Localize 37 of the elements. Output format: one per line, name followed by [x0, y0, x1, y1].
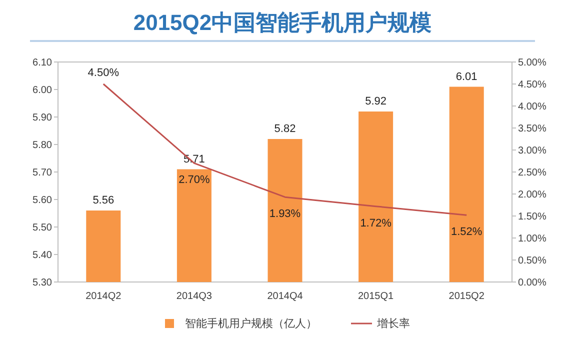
y2-tick-label: 1.50%	[518, 212, 546, 222]
data-label: 6.01	[456, 70, 478, 83]
data-label: 4.50%	[88, 67, 120, 79]
y2-tick-label: 5.00%	[518, 58, 546, 68]
legend-label: 智能手机用户规模（亿人）	[185, 317, 317, 330]
y-tick-label: 6.00	[32, 85, 52, 96]
data-label: 5.56	[92, 194, 114, 206]
data-label: 1.52%	[451, 226, 482, 238]
data-label: 2.70%	[178, 174, 210, 186]
y2-tick-label: 0.50%	[518, 256, 546, 266]
y-tick-label: 5.70	[32, 168, 52, 178]
x-tick-label: 2014Q3	[176, 291, 212, 302]
y-tick-label: 5.30	[32, 278, 52, 288]
data-label: 5.82	[274, 123, 296, 135]
data-label: 1.72%	[360, 217, 392, 230]
y2-tick-label: 4.00%	[518, 102, 546, 112]
x-tick-label: 2015Q1	[358, 291, 394, 302]
y2-tick-label: 3.00%	[518, 146, 546, 156]
y-tick-label: 5.60	[32, 195, 52, 206]
y2-tick-label: 3.50%	[518, 124, 546, 134]
y2-tick-label: 1.00%	[518, 234, 546, 244]
y-tick-label: 5.50	[32, 222, 52, 234]
y-tick-label: 5.40	[32, 250, 52, 261]
data-label: 1.93%	[269, 208, 301, 220]
y2-tick-label: 4.50%	[518, 80, 546, 90]
x-tick-label: 2014Q2	[86, 291, 122, 302]
chart-title: 2015Q2中国智能手机用户规模	[133, 10, 432, 35]
y-tick-label: 5.90	[32, 112, 52, 124]
legend-label: 增长率	[376, 317, 410, 330]
y2-tick-label: 0.00%	[518, 278, 546, 288]
data-label: 5.92	[365, 96, 387, 108]
y2-tick-label: 2.50%	[518, 168, 546, 178]
x-tick-label: 2014Q4	[267, 291, 304, 302]
x-tick-label: 2015Q2	[448, 291, 485, 302]
y2-tick-label: 2.00%	[518, 190, 546, 200]
y-tick-label: 5.80	[32, 140, 52, 151]
y-tick-label: 6.10	[32, 58, 52, 68]
